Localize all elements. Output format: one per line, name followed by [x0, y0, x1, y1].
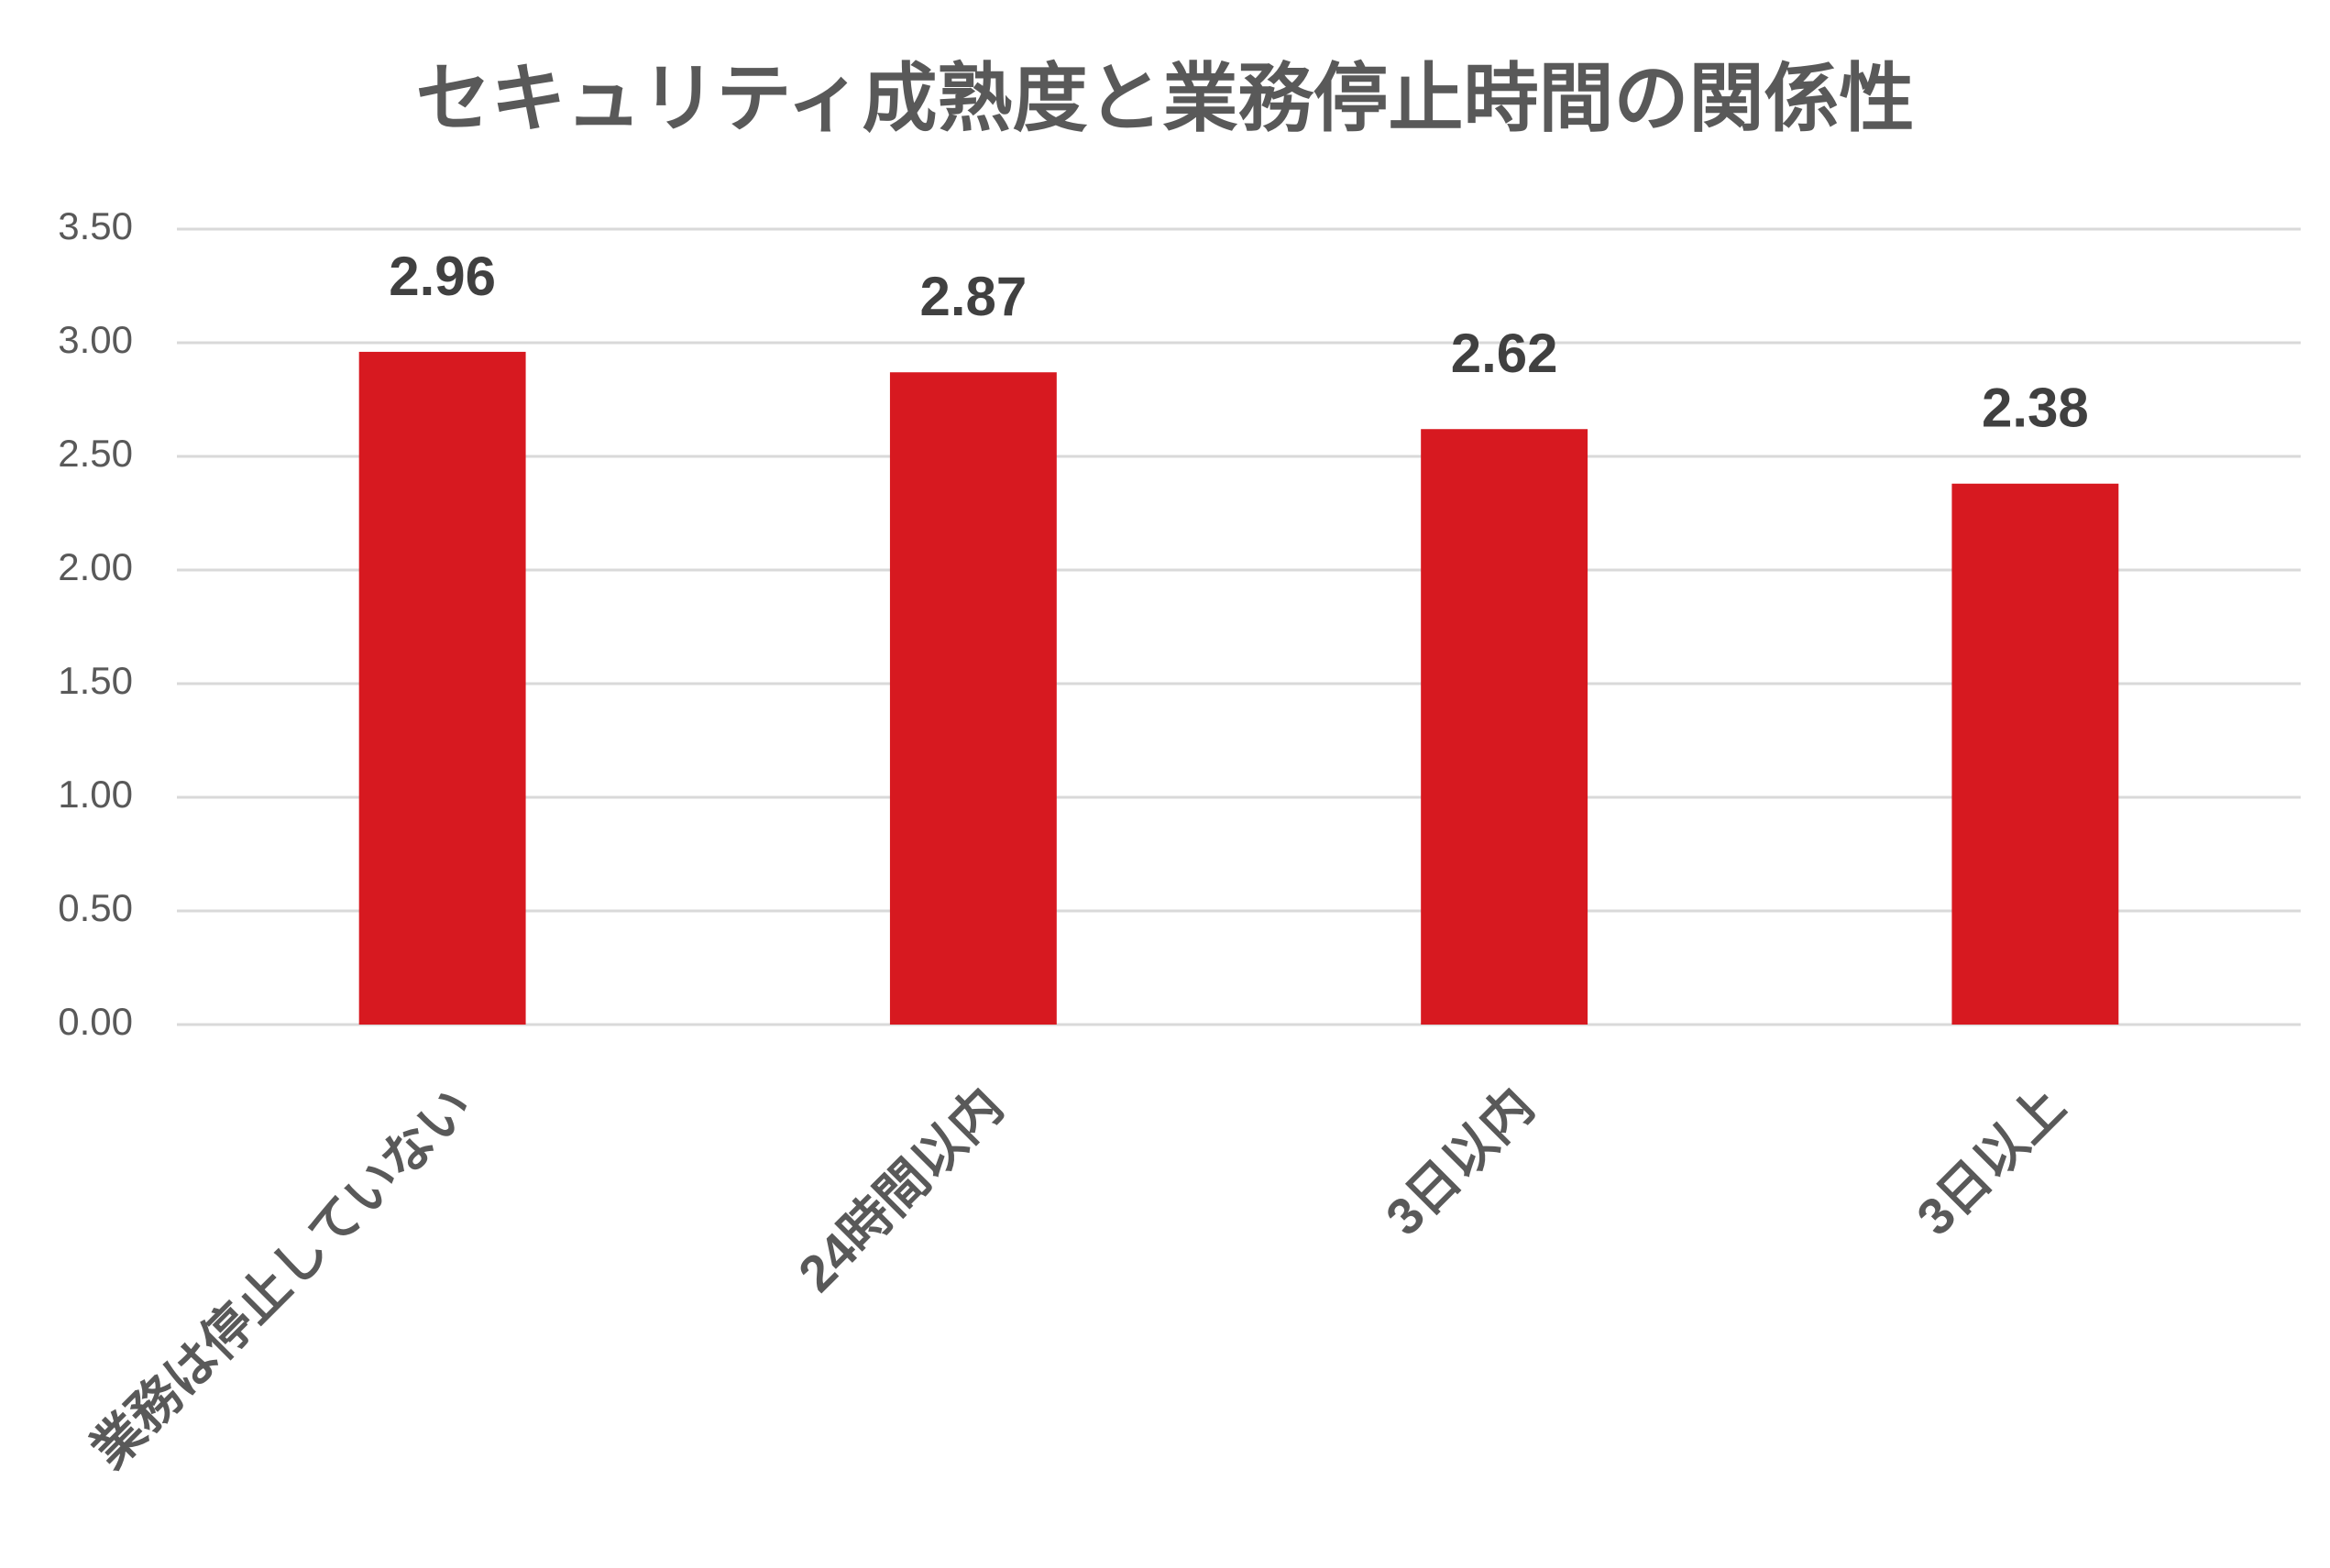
x-tick-label: 24時間以内 [787, 1076, 1014, 1302]
bar [1421, 429, 1588, 1025]
bar [358, 351, 526, 1025]
y-tick-label: 1.00 [58, 773, 133, 816]
data-label: 2.96 [389, 246, 496, 307]
y-tick-label: 1.50 [58, 659, 133, 702]
y-tick-label: 2.00 [58, 545, 133, 588]
x-tick-label: 3日以内 [1375, 1076, 1544, 1245]
y-tick-label: 0.00 [58, 1000, 133, 1043]
chart-title: セキュリティ成熟度と業務停止時間の関係性 [415, 58, 1914, 141]
data-label: 2.87 [919, 266, 1027, 327]
y-tick-label: 2.50 [58, 432, 133, 475]
x-tick-label: 3日以上 [1906, 1076, 2075, 1245]
y-tick-label: 0.50 [58, 886, 133, 929]
x-tick-label: 業務は停止していない [80, 1076, 482, 1478]
y-tick-label: 3.00 [58, 318, 133, 361]
bar [889, 372, 1057, 1025]
bar [1951, 483, 2119, 1025]
y-tick-label: 3.50 [58, 204, 133, 247]
data-label: 2.38 [1982, 378, 2089, 439]
data-label: 2.62 [1451, 323, 1558, 384]
